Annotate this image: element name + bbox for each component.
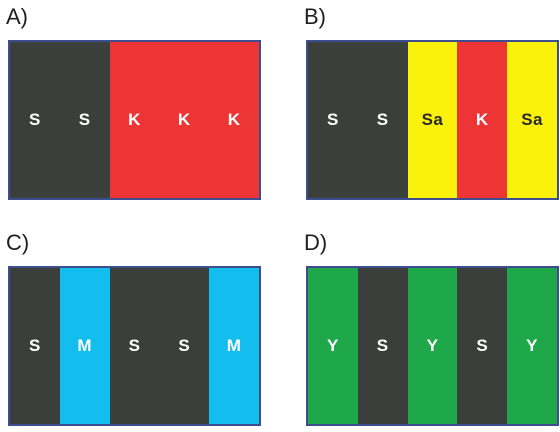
- panel-d-label: D): [304, 230, 328, 255]
- stripe-k: K: [457, 42, 508, 198]
- stripe-label: S: [28, 110, 41, 129]
- stripe-s: S: [10, 268, 60, 424]
- stripe-k: K: [159, 42, 210, 198]
- stripe-s: S: [357, 42, 408, 198]
- stripe-y: Y: [308, 268, 358, 424]
- stripe-m: M: [209, 268, 259, 424]
- stripe-k: K: [109, 42, 160, 198]
- stripe-label: Y: [426, 336, 439, 355]
- stripe-label: S: [376, 110, 389, 129]
- panel-c-label: C): [6, 230, 30, 255]
- panel-b: S S Sa K Sa: [306, 40, 559, 200]
- stripe-y: Y: [507, 268, 557, 424]
- stripe-s: S: [159, 268, 210, 424]
- stripe-k: K: [209, 42, 259, 198]
- stripe-sa: Sa: [407, 42, 458, 198]
- stripe-label: Sa: [521, 110, 543, 129]
- stripe-s: S: [59, 42, 110, 198]
- stripe-label: S: [178, 336, 191, 355]
- stripe-label: Y: [526, 336, 538, 355]
- stripe-label: S: [78, 110, 91, 129]
- stripe-label: K: [227, 110, 241, 129]
- stripe-m: M: [59, 268, 110, 424]
- stripe-label: S: [326, 110, 339, 129]
- panel-a-label: A): [6, 4, 28, 29]
- stripe-label: S: [476, 336, 489, 355]
- stripe-label: S: [128, 336, 141, 355]
- stripe-label: K: [475, 110, 489, 129]
- stripe-label: Sa: [421, 110, 444, 129]
- stripe-s: S: [109, 268, 160, 424]
- stripe-label: K: [177, 110, 191, 129]
- stripe-label: Y: [326, 336, 339, 355]
- stripe-y: Y: [407, 268, 458, 424]
- stripe-s: S: [457, 268, 508, 424]
- panel-b-label: B): [304, 4, 326, 29]
- stripe-s: S: [357, 268, 408, 424]
- stripe-label: M: [77, 336, 93, 355]
- stripe-label: S: [28, 336, 41, 355]
- stripe-s: S: [10, 42, 60, 198]
- stripe-label: K: [128, 110, 141, 129]
- stripe-sa: Sa: [507, 42, 557, 198]
- stripe-s: S: [308, 42, 358, 198]
- stripe-label: M: [226, 336, 242, 355]
- stripe-label: S: [376, 336, 389, 355]
